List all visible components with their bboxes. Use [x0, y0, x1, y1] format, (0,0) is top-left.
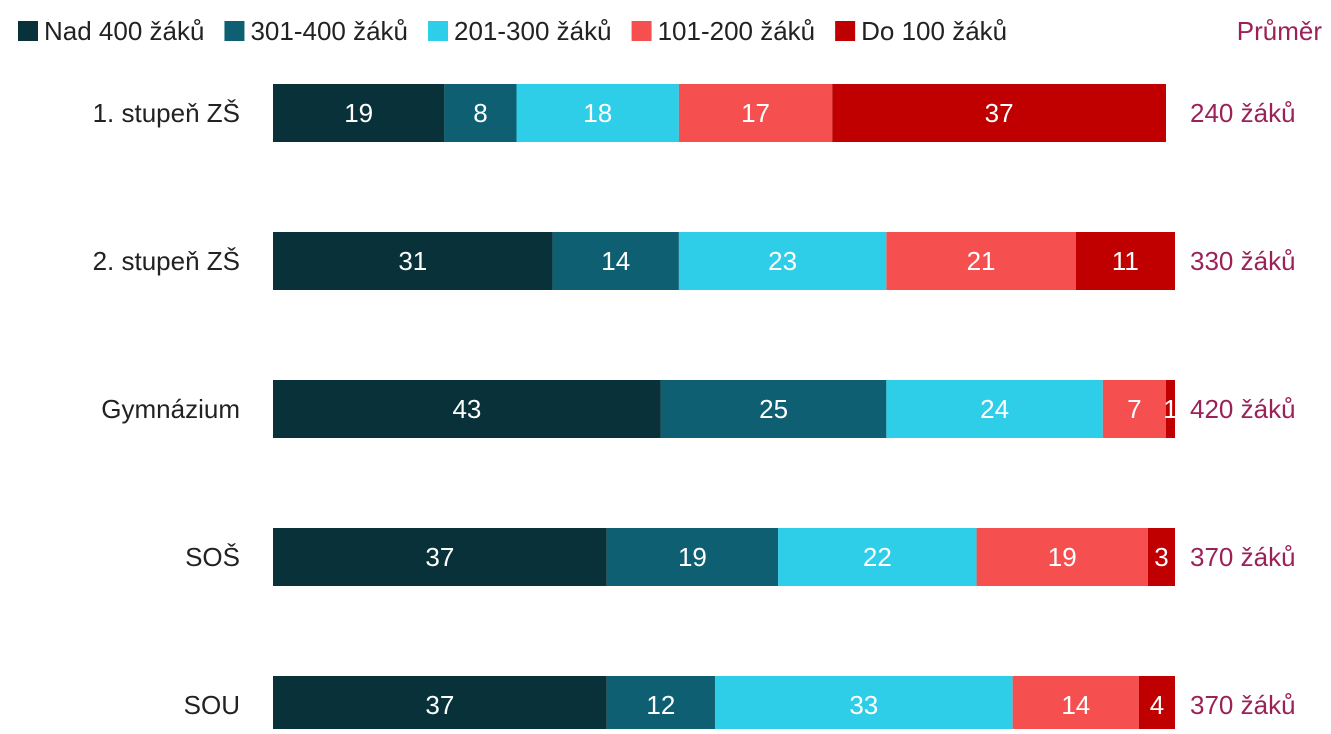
bar-segment: [1075, 232, 1175, 290]
bar-segment: [552, 232, 679, 290]
data-label: 3: [1154, 542, 1168, 572]
bar-segment: [660, 380, 887, 438]
legend-label: 301-400 žáků: [250, 16, 408, 46]
legend-label: Nad 400 žáků: [44, 16, 204, 46]
bar-segment: [832, 84, 1166, 142]
data-label: 43: [452, 394, 481, 424]
data-label: 37: [425, 690, 454, 720]
legend-label: Do 100 žáků: [861, 16, 1007, 46]
bar-segment: [678, 232, 887, 290]
data-label: 7: [1127, 394, 1141, 424]
bar-segment: [273, 528, 607, 586]
bar-segment: [886, 232, 1076, 290]
legend-swatch: [428, 21, 449, 41]
data-label: 11: [1112, 246, 1139, 276]
annotation: 420 žáků: [1190, 394, 1296, 424]
data-label: 37: [985, 98, 1014, 128]
bar-segment: [516, 84, 679, 142]
data-label: 19: [344, 98, 373, 128]
category-label: 2. stupeň ZŠ: [93, 246, 240, 276]
bar-segment: [606, 528, 779, 586]
bar-segment: [1147, 528, 1175, 586]
bar-segment: [1102, 380, 1166, 438]
bar-segment: [273, 676, 607, 734]
bar-segment: [714, 676, 1013, 734]
category-label: SOŠ: [185, 542, 240, 572]
annotation: 370 žáků: [1190, 542, 1296, 572]
data-label: 22: [863, 542, 892, 572]
data-label: 8: [473, 98, 487, 128]
annotation: 330 žáků: [1190, 246, 1296, 276]
legend-swatch: [631, 21, 652, 41]
bar-segment: [606, 676, 715, 734]
data-label: 33: [849, 690, 878, 720]
data-label: 24: [980, 394, 1009, 424]
legend-swatch: [18, 21, 38, 41]
bar-segment: [444, 84, 517, 142]
annotation-header: Průměr: [1237, 16, 1323, 46]
bar-segment: [886, 380, 1103, 438]
data-label: 37: [425, 542, 454, 572]
legend-label: 201-300 žáků: [454, 16, 612, 46]
bar-segment: [1165, 380, 1175, 438]
bar-segment: [1012, 676, 1139, 734]
legend-swatch: [224, 21, 245, 41]
category-label: SOU: [184, 690, 240, 720]
data-label: 31: [398, 246, 427, 276]
bar-segment: [273, 232, 553, 290]
legend-label: 101-200 žáků: [658, 16, 816, 46]
data-label: 14: [1061, 690, 1090, 720]
legend-swatch: [835, 21, 856, 41]
bar-segment: [273, 380, 661, 438]
bar-segment: [1138, 676, 1175, 734]
bar-segment: [273, 84, 445, 142]
data-label: 18: [583, 98, 612, 128]
data-label: 21: [967, 246, 996, 276]
category-label: 1. stupeň ZŠ: [93, 98, 240, 128]
annotation: 370 žáků: [1190, 690, 1296, 720]
data-label: 19: [1048, 542, 1077, 572]
data-label: 4: [1150, 690, 1164, 720]
data-label: 23: [768, 246, 797, 276]
annotation: 240 žáků: [1190, 98, 1296, 128]
bar-segment: [976, 528, 1148, 586]
data-label: 14: [601, 246, 630, 276]
data-label: 19: [678, 542, 707, 572]
data-label: 25: [759, 394, 788, 424]
data-label: 12: [646, 690, 675, 720]
category-label: Gymnázium: [101, 394, 240, 424]
bar-segment: [778, 528, 977, 586]
bar-segment: [678, 84, 833, 142]
data-label: 17: [741, 98, 770, 128]
data-label: 1: [1163, 394, 1177, 424]
